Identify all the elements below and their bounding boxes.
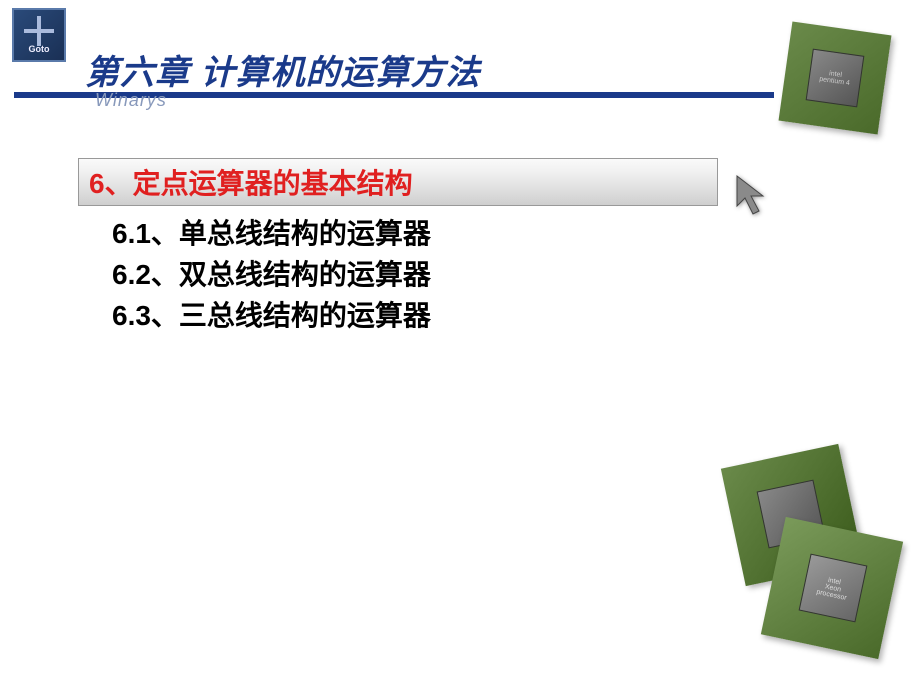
outline-list: 6.1、单总线结构的运算器 6.2、双总线结构的运算器 6.3、三总线结构的运算… xyxy=(112,214,431,338)
watermark-text: Winarys xyxy=(95,90,167,111)
outline-item: 6.3、三总线结构的运算器 xyxy=(112,296,431,335)
goto-logo: Goto xyxy=(12,8,66,62)
outline-item: 6.1、单总线结构的运算器 xyxy=(112,214,431,253)
logo-cross-icon xyxy=(24,16,54,46)
cpu-chip-top-icon: intel pentium 4 xyxy=(777,20,892,135)
cpu-chips-bottom-icon: intel Xeon processor xyxy=(690,450,900,650)
cpu-model: pentium 4 xyxy=(819,76,850,87)
section-title-bar: 6、定点运算器的基本结构 xyxy=(78,158,718,206)
outline-item: 6.2、双总线结构的运算器 xyxy=(112,255,431,294)
chapter-title: 第六章 计算机的运算方法 xyxy=(85,45,480,94)
section-title: 6、定点运算器的基本结构 xyxy=(89,162,413,202)
